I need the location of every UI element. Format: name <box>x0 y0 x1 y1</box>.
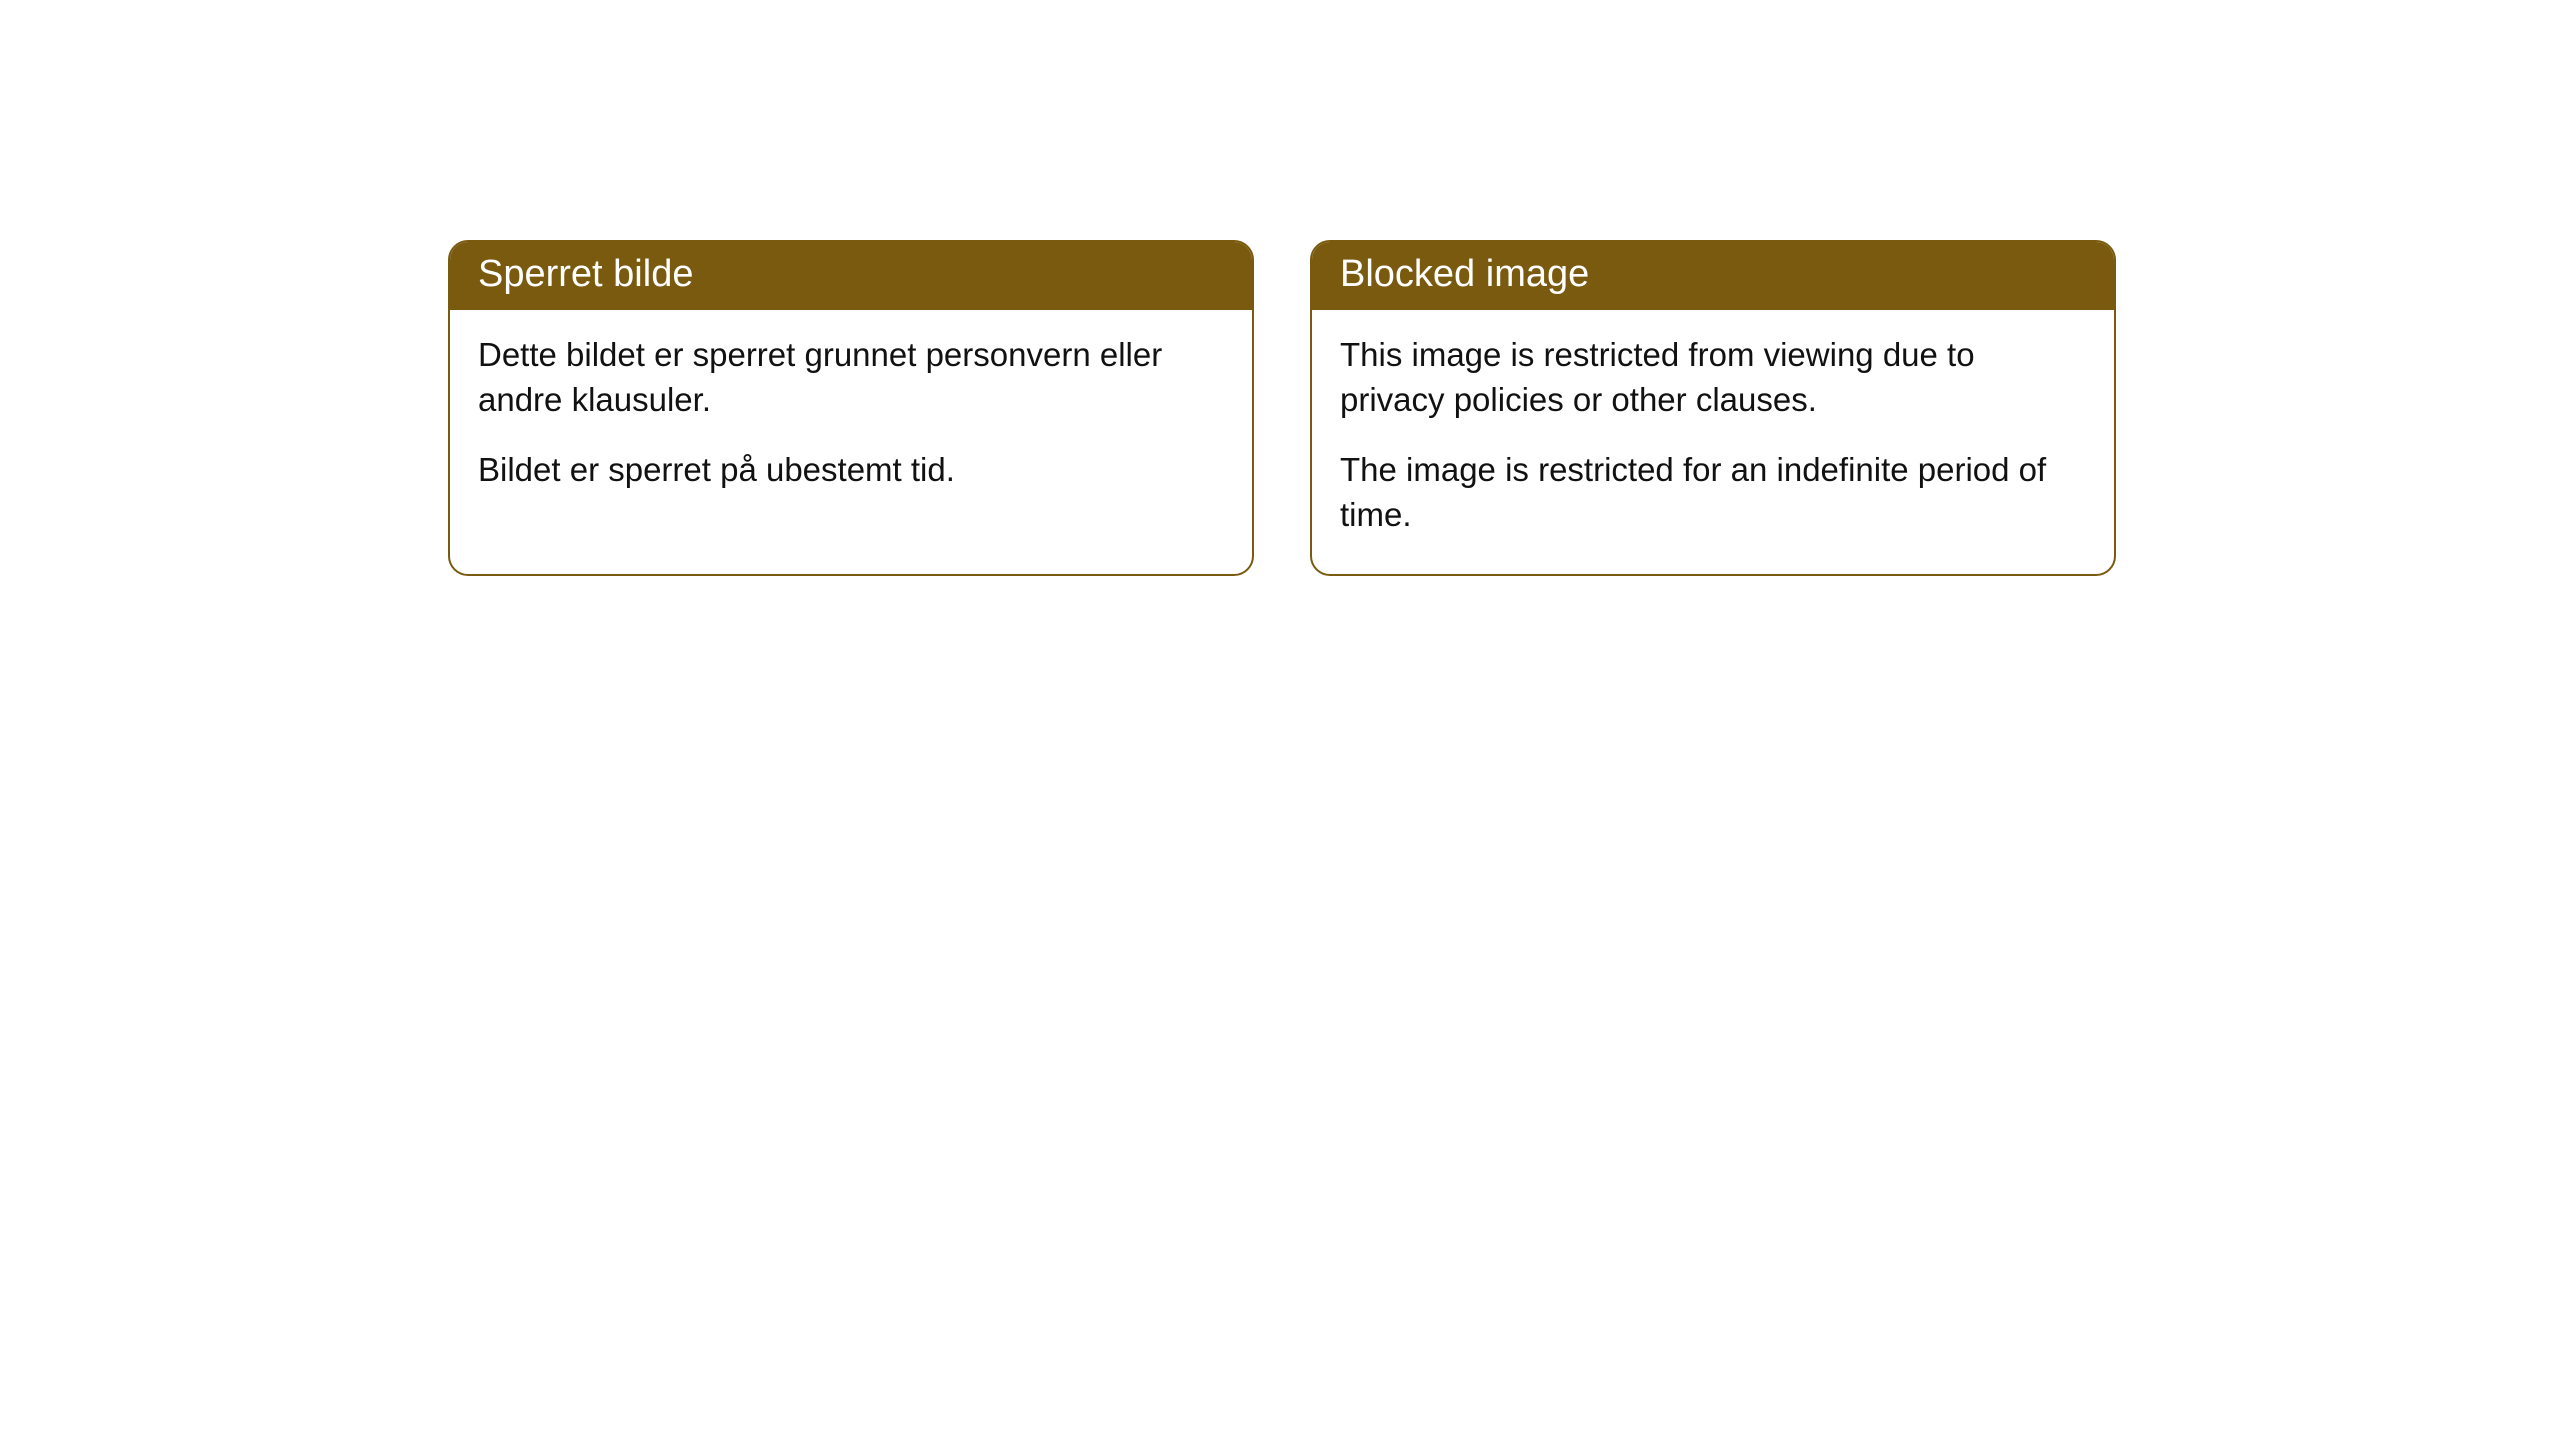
cards-container: Sperret bilde Dette bildet er sperret gr… <box>448 240 2116 576</box>
card-header: Blocked image <box>1312 242 2114 310</box>
blocked-image-card-norwegian: Sperret bilde Dette bildet er sperret gr… <box>448 240 1254 576</box>
card-paragraph: Dette bildet er sperret grunnet personve… <box>478 332 1224 423</box>
blocked-image-card-english: Blocked image This image is restricted f… <box>1310 240 2116 576</box>
card-paragraph: This image is restricted from viewing du… <box>1340 332 2086 423</box>
card-body: This image is restricted from viewing du… <box>1312 310 2114 574</box>
card-body: Dette bildet er sperret grunnet personve… <box>450 310 1252 529</box>
card-paragraph: Bildet er sperret på ubestemt tid. <box>478 447 1224 493</box>
card-paragraph: The image is restricted for an indefinit… <box>1340 447 2086 538</box>
card-header: Sperret bilde <box>450 242 1252 310</box>
